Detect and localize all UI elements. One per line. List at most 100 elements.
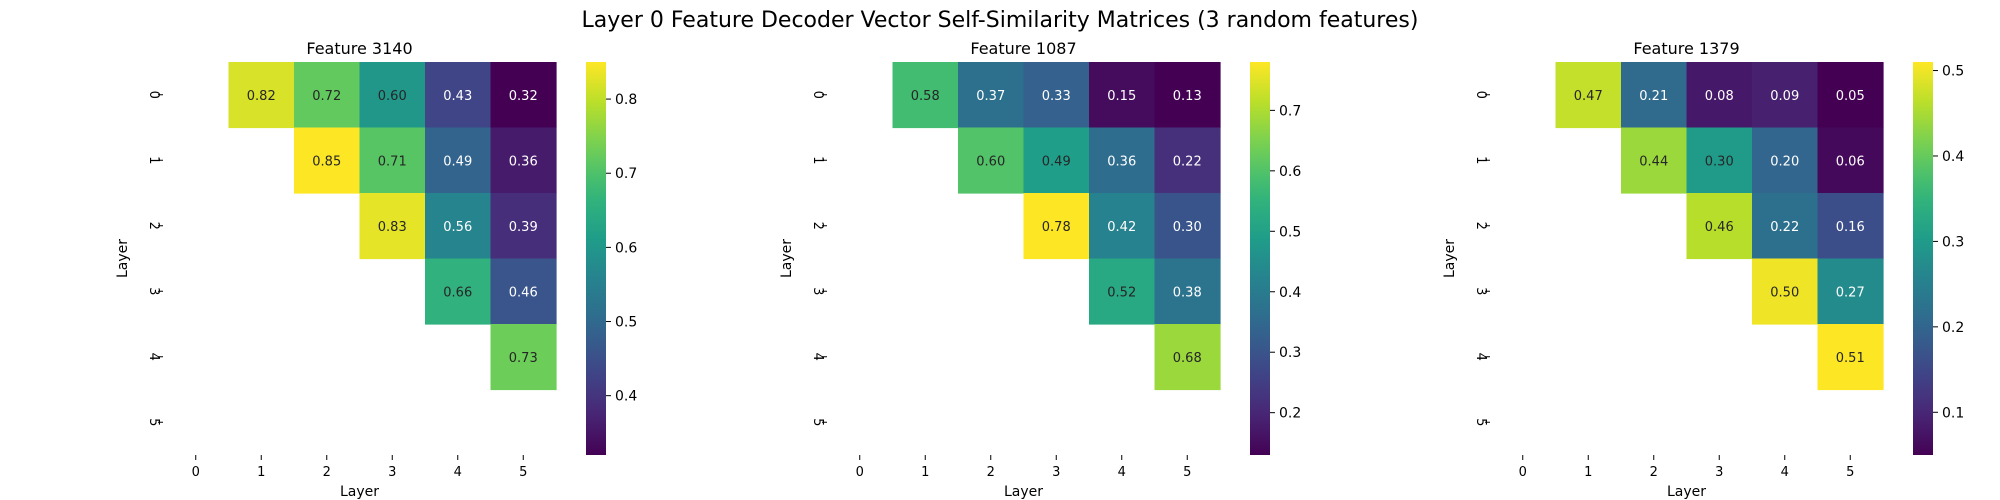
cell-value-label: 0.20 — [1770, 154, 1799, 169]
x-tick-label: 0 — [192, 465, 200, 480]
y-tick-label: 4 — [810, 353, 825, 361]
heatmap-cell — [1089, 258, 1156, 325]
panel-title: Feature 3140 — [306, 39, 412, 58]
y-tick-label: 3 — [1473, 287, 1488, 295]
cell-value-label: 0.27 — [1836, 285, 1865, 300]
x-tick-label: 4 — [454, 465, 462, 480]
colorbar-tick-label: 0.7 — [1279, 103, 1301, 119]
cell-value-label: 0.72 — [312, 89, 341, 104]
cell-value-label: 0.30 — [1173, 220, 1202, 235]
x-tick-label: 1 — [257, 465, 265, 480]
heatmap-cell — [1089, 127, 1156, 194]
cell-value-label: 0.56 — [443, 220, 472, 235]
y-tick-label: 4 — [146, 353, 161, 361]
cell-value-label: 0.83 — [378, 220, 407, 235]
x-tick-label: 5 — [519, 465, 527, 480]
cell-value-label: 0.58 — [911, 89, 940, 104]
cell-value-label: 0.46 — [509, 285, 538, 300]
heatmap-cell — [359, 193, 426, 260]
cell-value-label: 0.36 — [1107, 154, 1136, 169]
colorbar-tick-label: 0.5 — [1279, 224, 1301, 240]
heatmap-cell — [1023, 193, 1090, 260]
x-tick-label: 0 — [856, 465, 864, 480]
heatmap-cell — [490, 324, 557, 391]
heatmap-cell — [1686, 193, 1753, 260]
cell-value-label: 0.09 — [1770, 89, 1799, 104]
y-axis-label: Layer — [115, 239, 131, 278]
cell-value-label: 0.39 — [509, 220, 538, 235]
colorbar-tick-label: 0.5 — [1942, 64, 1964, 80]
heatmap-cell — [228, 62, 295, 129]
heatmap-cell — [1752, 127, 1819, 194]
cell-value-label: 0.38 — [1173, 285, 1202, 300]
x-tick-label: 5 — [1183, 465, 1191, 480]
heatmap-cell — [1817, 258, 1884, 325]
cell-value-label: 0.16 — [1836, 220, 1865, 235]
x-axis-label: Layer — [340, 484, 379, 500]
heatmap-cell — [1023, 127, 1090, 194]
cell-value-label: 0.46 — [1705, 220, 1734, 235]
y-tick-label: 0 — [146, 91, 161, 99]
cell-value-label: 0.60 — [378, 89, 407, 104]
y-tick-label: 4 — [1473, 353, 1488, 361]
y-tick-label: 5 — [1473, 418, 1488, 426]
x-tick-label: 3 — [1715, 465, 1723, 480]
x-tick-label: 2 — [1650, 465, 1658, 480]
x-tick-label: 2 — [323, 465, 331, 480]
x-tick-label: 1 — [921, 465, 929, 480]
heatmap-cell — [359, 127, 426, 194]
colorbar-tick-label: 0.4 — [615, 389, 637, 405]
cell-value-label: 0.15 — [1107, 89, 1136, 104]
cell-value-label: 0.49 — [443, 154, 472, 169]
colorbar-tick-label: 0.7 — [615, 166, 637, 182]
cell-value-label: 0.06 — [1836, 154, 1865, 169]
heatmap-cell — [1154, 193, 1221, 260]
heatmap-cell — [1154, 324, 1221, 391]
cell-value-label: 0.21 — [1639, 89, 1668, 104]
colorbar-tick-label: 0.6 — [1279, 164, 1301, 180]
x-axis-label: Layer — [1004, 484, 1043, 500]
cell-value-label: 0.47 — [1574, 89, 1603, 104]
heatmap-cell — [1817, 193, 1884, 260]
heatmap-cell — [425, 193, 492, 260]
x-tick-label: 3 — [388, 465, 396, 480]
cell-value-label: 0.33 — [1042, 89, 1071, 104]
figure-title: Layer 0 Feature Decoder Vector Self-Simi… — [582, 8, 1419, 33]
y-tick-label: 1 — [810, 156, 825, 164]
cell-value-label: 0.13 — [1173, 89, 1202, 104]
cell-value-label: 0.44 — [1639, 154, 1668, 169]
heatmap-cell — [1621, 62, 1688, 129]
colorbar-tick-label: 0.8 — [615, 92, 637, 108]
heatmap-cell — [1621, 127, 1688, 194]
cell-value-label: 0.60 — [976, 154, 1005, 169]
y-tick-label: 3 — [810, 287, 825, 295]
cell-value-label: 0.66 — [443, 285, 472, 300]
x-tick-label: 4 — [1118, 465, 1126, 480]
cell-value-label: 0.82 — [247, 89, 276, 104]
colorbar-tick-label: 0.2 — [1942, 320, 1964, 336]
heatmap-cell — [1817, 324, 1884, 391]
cell-value-label: 0.36 — [509, 154, 538, 169]
heatmap-cell — [1555, 62, 1622, 129]
y-tick-label: 2 — [1473, 222, 1488, 230]
heatmap-cell — [1089, 193, 1156, 260]
y-tick-label: 5 — [146, 418, 161, 426]
cell-value-label: 0.71 — [378, 154, 407, 169]
cell-value-label: 0.50 — [1770, 285, 1799, 300]
heatmap-cell — [359, 62, 426, 129]
x-tick-label: 2 — [987, 465, 995, 480]
heatmap-cell — [1817, 62, 1884, 129]
heatmap-cell — [490, 62, 557, 129]
y-axis-label: Layer — [1442, 239, 1458, 278]
y-tick-label: 0 — [810, 91, 825, 99]
heatmap-cell — [294, 62, 361, 129]
x-tick-label: 4 — [1781, 465, 1789, 480]
y-tick-label: 2 — [146, 222, 161, 230]
cell-value-label: 0.30 — [1705, 154, 1734, 169]
x-tick-label: 5 — [1846, 465, 1854, 480]
heatmap-cell — [1154, 127, 1221, 194]
